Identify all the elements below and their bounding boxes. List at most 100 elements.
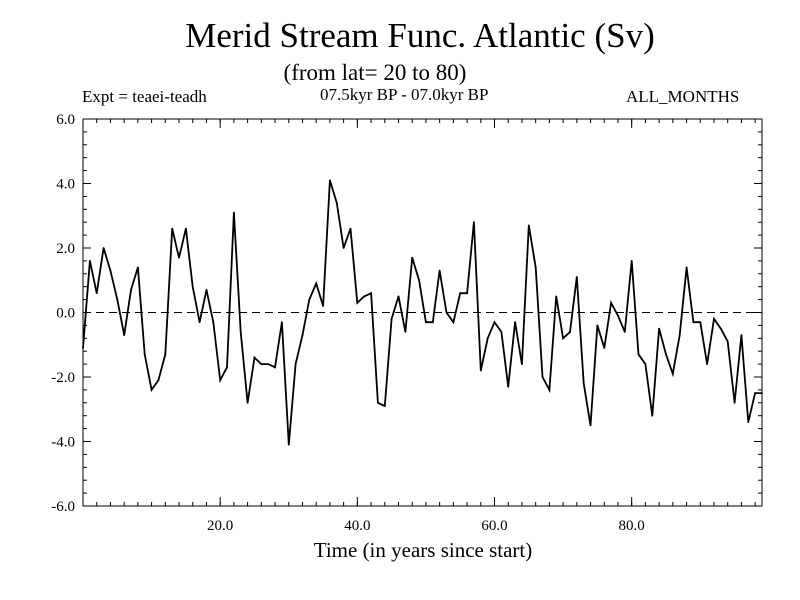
data-point (191, 285, 194, 288)
data-point (747, 421, 750, 424)
data-point (260, 363, 263, 365)
data-point (713, 318, 715, 320)
x-tick-label: 60.0 (481, 518, 507, 534)
data-point (212, 321, 215, 324)
data-point (205, 289, 208, 291)
data-point (123, 334, 126, 336)
data-point (109, 269, 112, 272)
data-point (130, 289, 132, 291)
data-point (184, 227, 187, 230)
data-point (658, 327, 661, 330)
data-point (603, 347, 606, 349)
data-point (322, 305, 324, 307)
data-point (431, 321, 434, 324)
data-point (418, 279, 420, 282)
chart-subtitle: (from lat= 20 to 80) (283, 60, 467, 85)
data-point (582, 382, 585, 385)
y-tick-label: -4.0 (51, 435, 75, 451)
data-point (610, 301, 613, 304)
data-point (239, 330, 242, 333)
data-point (82, 347, 84, 349)
data-point (377, 401, 379, 404)
y-tick-label: -2.0 (51, 370, 75, 386)
data-point (569, 330, 571, 333)
data-point (219, 379, 222, 382)
data-point (740, 334, 743, 336)
data-point (253, 356, 256, 359)
data-point (493, 321, 496, 324)
data-point (438, 269, 441, 272)
chart-title: Merid Stream Func. Atlantic (Sv) (185, 16, 655, 55)
data-point (678, 334, 681, 336)
data-point (404, 330, 407, 333)
data-point (719, 327, 722, 330)
data-point (706, 363, 709, 365)
data-point (699, 321, 702, 324)
data-point (473, 221, 475, 224)
data-point (301, 334, 304, 336)
data-point (171, 227, 174, 230)
data-point (637, 353, 640, 356)
data-point (548, 389, 551, 391)
data-point (575, 276, 578, 278)
data-point (761, 392, 763, 395)
period-label: 07.5kyr BP - 07.0kyr BP (320, 85, 489, 104)
data-point (692, 321, 695, 324)
x-tick-label: 20.0 (207, 518, 233, 534)
data-point (329, 179, 331, 182)
data-point (88, 260, 91, 262)
data-point (308, 298, 311, 301)
y-tick-label: 0.0 (56, 306, 75, 322)
data-point (136, 266, 139, 269)
data-point (507, 385, 510, 388)
data-point (280, 321, 283, 324)
data-point (555, 295, 558, 298)
data-point (617, 314, 619, 317)
data-point (178, 256, 180, 259)
data-point (116, 298, 119, 301)
data-point (335, 201, 338, 204)
y-tick-label: 2.0 (56, 241, 75, 257)
data-point (541, 376, 544, 378)
data-point (383, 405, 386, 407)
data-point (397, 295, 400, 298)
data-point (226, 366, 228, 369)
x-axis-label: Time (in years since start) (313, 538, 533, 562)
data-point (246, 401, 249, 404)
data-point (527, 224, 530, 227)
data-point (486, 337, 489, 340)
y-tick-label: 4.0 (56, 177, 75, 193)
data-point (164, 353, 167, 356)
data-point (102, 247, 105, 249)
data-point (685, 266, 688, 269)
y-tick-label: -6.0 (51, 499, 75, 515)
data-point (445, 311, 448, 314)
data-point (198, 321, 201, 324)
data-point (287, 443, 290, 446)
months-label: ALL_MONTHS (626, 87, 740, 106)
data-point (596, 324, 599, 327)
data-point (363, 295, 366, 298)
data-point (534, 266, 537, 269)
data-point (651, 414, 654, 417)
data-point (232, 211, 235, 214)
data-point (267, 363, 270, 365)
x-tick-label: 80.0 (619, 518, 645, 534)
data-point (459, 292, 462, 295)
data-point (754, 392, 757, 395)
data-point (150, 389, 153, 391)
data-point (589, 424, 592, 427)
data-point (521, 363, 523, 365)
data-point (349, 227, 352, 230)
data-point (514, 321, 516, 324)
data-point (623, 330, 626, 333)
series-line (82, 180, 762, 445)
data-point (733, 401, 736, 404)
data-point (411, 256, 414, 259)
data-point (562, 337, 565, 340)
data-point (95, 292, 98, 295)
data-point (452, 321, 455, 324)
x-tick-label: 40.0 (344, 518, 370, 534)
data-point (630, 260, 633, 262)
